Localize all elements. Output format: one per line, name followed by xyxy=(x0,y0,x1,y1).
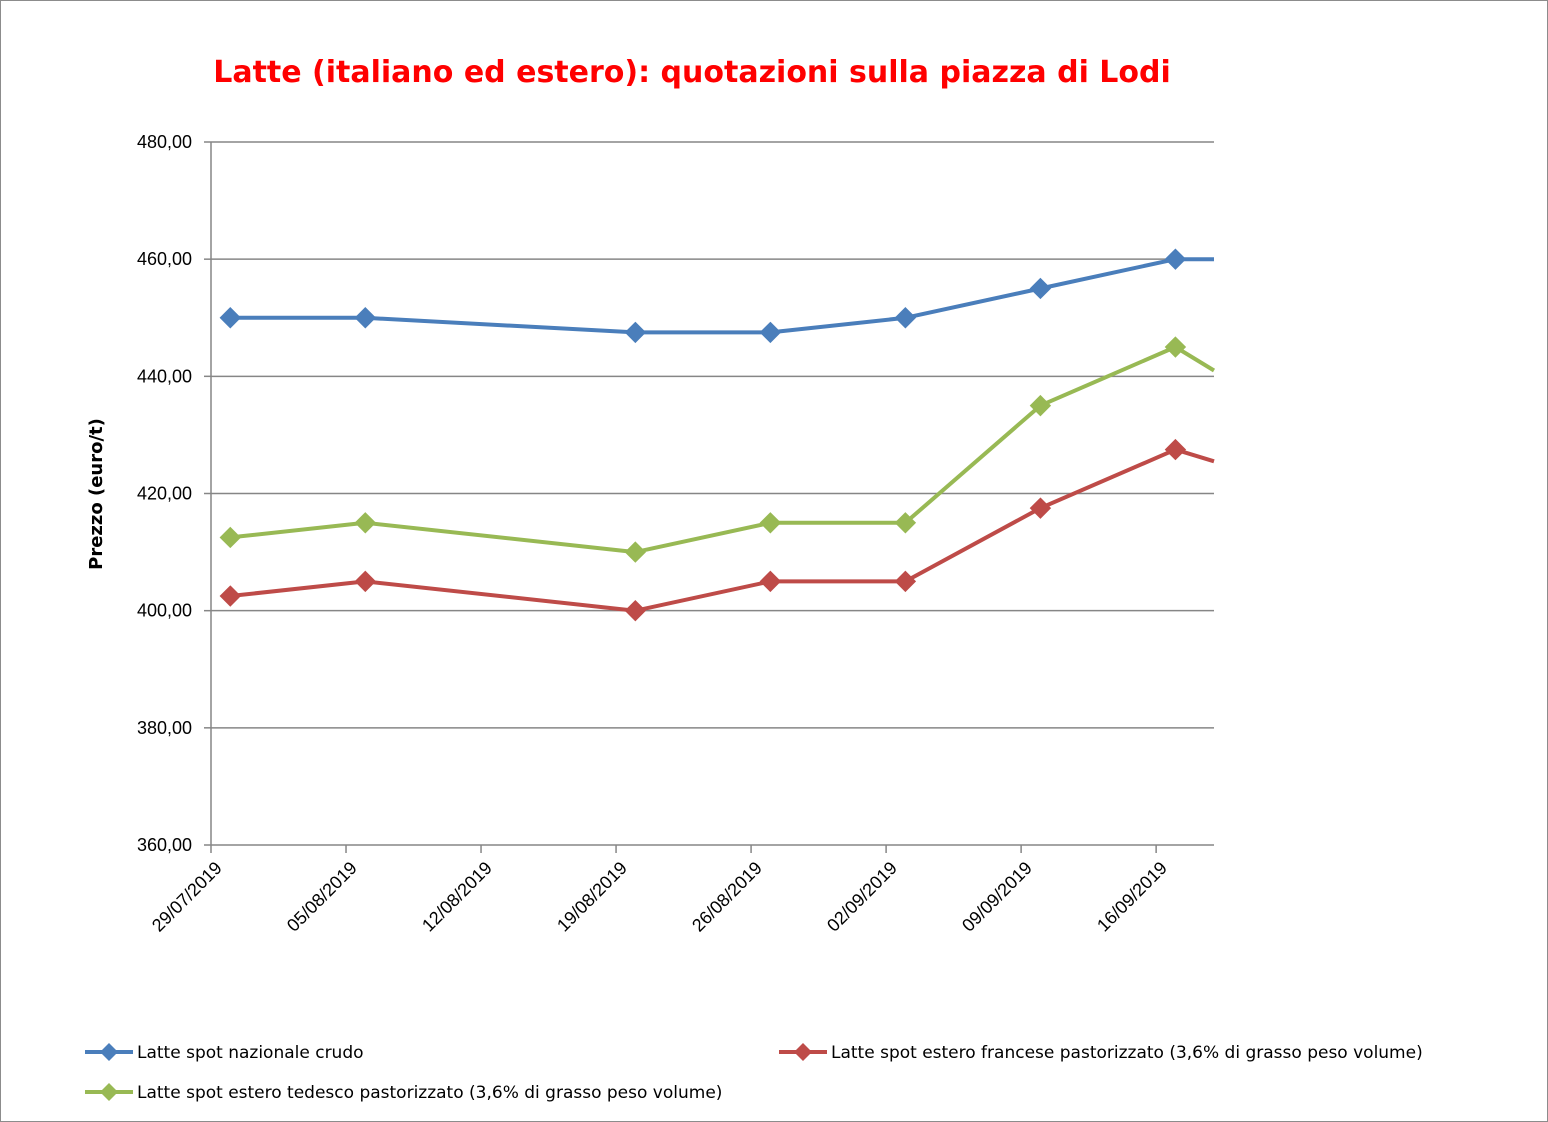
y-tick-label: 380,00 xyxy=(137,718,192,738)
data-point-marker xyxy=(894,307,917,329)
data-point-marker xyxy=(894,570,917,593)
axes xyxy=(204,141,1214,853)
legend-label: Latte spot estero tedesco pastorizzato (… xyxy=(137,1083,722,1103)
y-tick-label: 460,00 xyxy=(137,249,192,269)
y-tick-labels: 360,00 380,00 400,00 420,00 440,00 460,00 480,… xyxy=(137,132,192,855)
x-tick-label: 02/09/2019 xyxy=(823,858,901,936)
data-point-marker xyxy=(1164,248,1187,270)
x-tick-label: 09/09/2019 xyxy=(958,858,1036,936)
y-tick-label: 480,00 xyxy=(137,132,192,152)
data-point-marker xyxy=(219,585,241,607)
y-axis-label: Prezzo (euro/t) xyxy=(86,418,107,570)
data-point-marker xyxy=(1029,394,1052,417)
data-point-marker xyxy=(624,541,647,563)
data-point-marker xyxy=(219,526,241,549)
x-tick-label: 16/09/2019 xyxy=(1093,858,1171,936)
series-line xyxy=(230,345,1216,555)
gridlines xyxy=(211,141,1214,729)
chart-title: Latte (italiano ed estero): quotazioni s… xyxy=(213,55,1171,90)
legend-marker xyxy=(794,1043,812,1061)
y-tick-label: 420,00 xyxy=(137,484,192,504)
y-tick-label: 440,00 xyxy=(137,366,192,386)
data-point-marker xyxy=(624,599,647,622)
x-tick-labels: 29/07/2019 05/08/2019 12/08/2019 19/08/2019… xyxy=(148,858,1171,936)
data-point-marker xyxy=(354,512,377,534)
data-point-marker xyxy=(1029,277,1052,300)
legend-label: Latte spot estero francese pastorizzato … xyxy=(831,1043,1423,1063)
data-point-marker xyxy=(894,512,917,534)
data-point-marker xyxy=(354,307,377,329)
y-tick-label: 360,00 xyxy=(137,835,192,855)
x-tick-label: 19/08/2019 xyxy=(553,858,631,936)
legend-marker xyxy=(100,1043,118,1061)
series-line xyxy=(230,257,1214,335)
data-point-marker xyxy=(624,321,647,344)
data-point-marker xyxy=(219,307,241,329)
data-point-marker xyxy=(1164,438,1187,461)
data-point-marker xyxy=(1164,336,1187,358)
legend: Latte spot nazionale crudo Latte spot est… xyxy=(85,1043,1423,1103)
x-tick-label: 05/08/2019 xyxy=(283,858,361,936)
data-point-marker xyxy=(759,512,782,534)
x-tick-label: 29/07/2019 xyxy=(148,858,226,936)
x-tick-label: 12/08/2019 xyxy=(418,858,496,936)
y-tick-label: 400,00 xyxy=(137,601,192,621)
data-point-marker xyxy=(759,570,782,593)
data-point-marker xyxy=(1029,497,1052,519)
legend-marker xyxy=(100,1083,118,1101)
series-line xyxy=(230,447,1215,613)
x-tick-label: 26/08/2019 xyxy=(688,858,766,936)
data-point-marker xyxy=(354,570,377,593)
plot-area xyxy=(219,248,1216,622)
legend-label: Latte spot nazionale crudo xyxy=(137,1043,364,1063)
data-point-marker xyxy=(759,321,782,344)
